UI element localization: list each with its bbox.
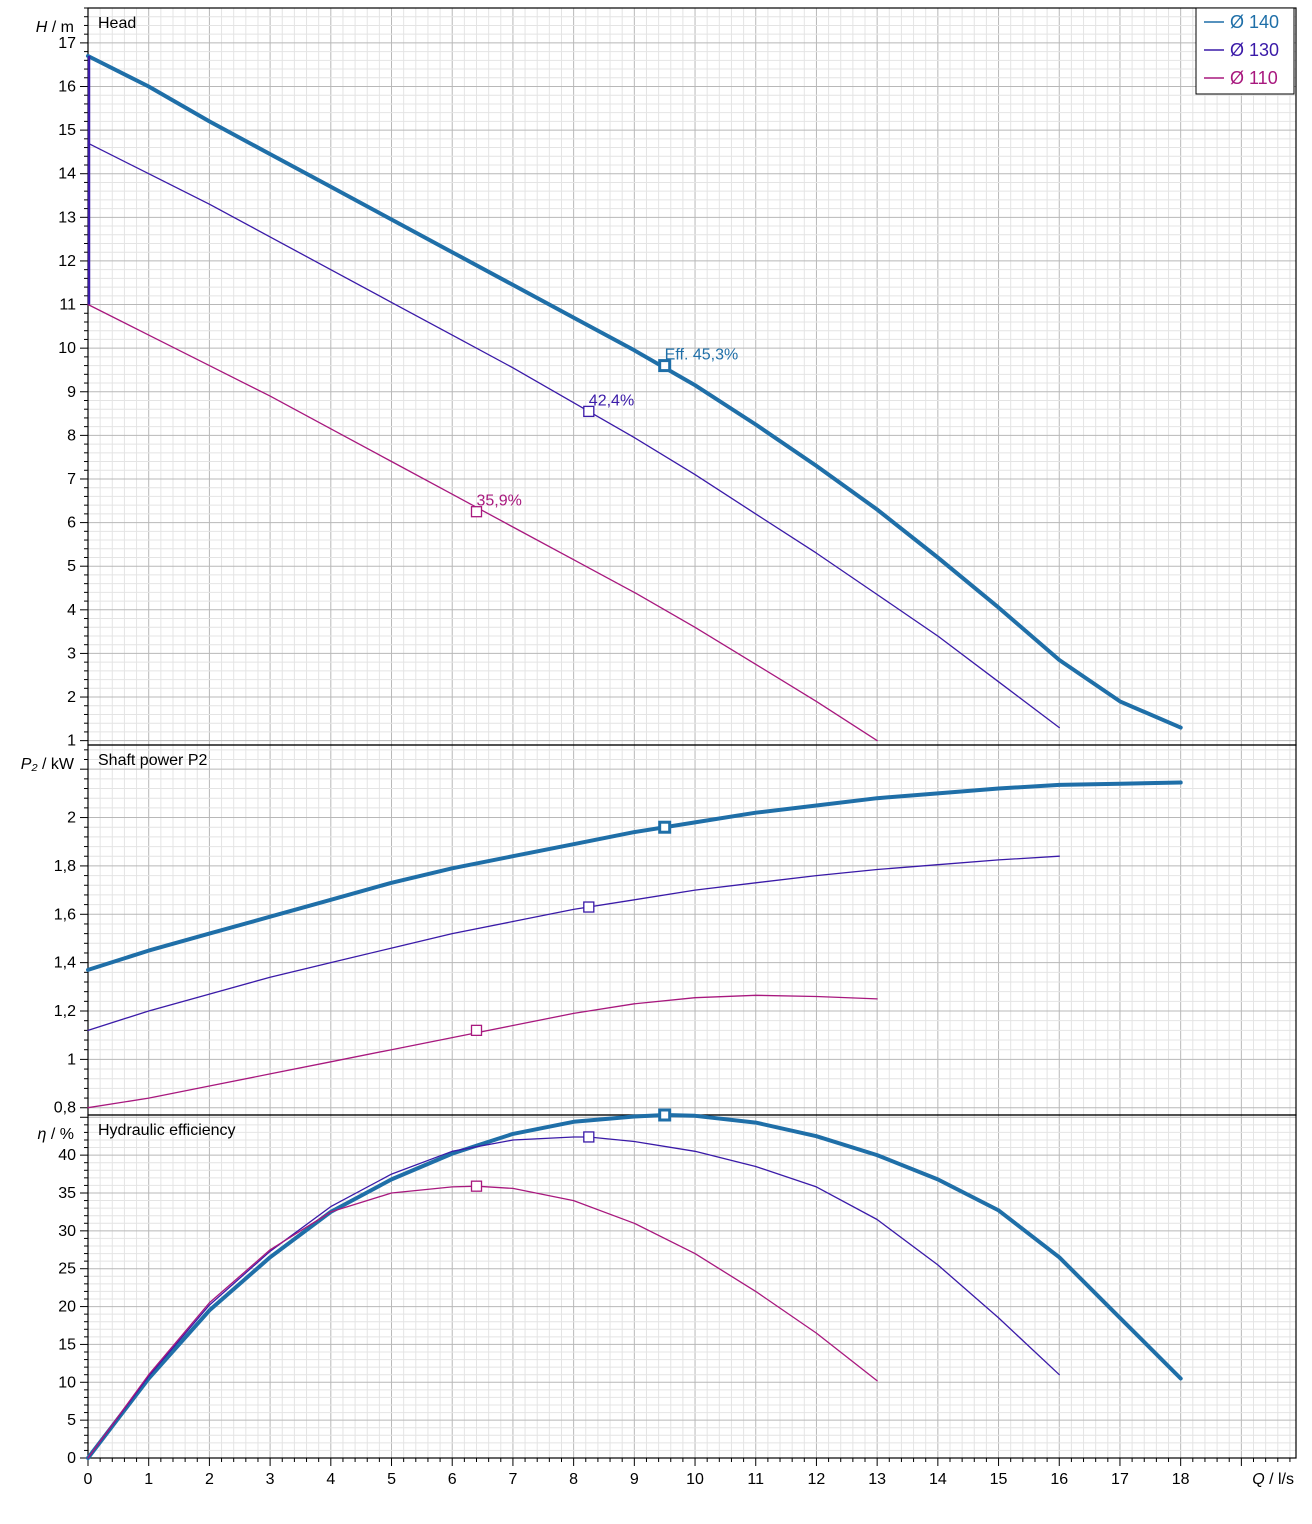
y-tick-label: 25 [58, 1261, 76, 1278]
x-tick-label: 6 [448, 1471, 457, 1488]
y-tick-label: 6 [67, 515, 76, 532]
y-tick-label: 40 [58, 1147, 76, 1164]
x-tick-label: 16 [1050, 1471, 1068, 1488]
y-tick-label: 8 [67, 427, 76, 444]
marker-d110 [470, 1180, 483, 1192]
marker-d140 [658, 359, 672, 373]
y-tick-label: 10 [58, 340, 76, 357]
marker-label-d110: 35,9% [477, 493, 522, 510]
series-line-d130 [87, 142, 1060, 729]
marker-d130 [583, 901, 595, 913]
marker-d130 [583, 405, 595, 418]
y-tick-label: 14 [58, 166, 76, 183]
y-tick-label: 11 [59, 297, 76, 314]
y-axis-label-power: P₂ / kW [21, 756, 75, 773]
marker-d110 [470, 1024, 483, 1037]
marker-label-d140: Eff. 45,3% [665, 347, 739, 364]
y-tick-label: 0,8 [54, 1100, 76, 1117]
series-line-d130 [87, 855, 1060, 1032]
y-tick-label: 15 [58, 122, 76, 139]
x-tick-label: 15 [990, 1471, 1008, 1488]
panel-frame-efficiency [87, 1114, 1297, 1459]
legend-label-d140: Ø 140 [1230, 12, 1279, 32]
x-tick-label: 12 [808, 1471, 826, 1488]
y-tick-label: 1 [67, 733, 76, 750]
series-line-d140 [86, 54, 1183, 730]
y-tick-label: 30 [58, 1223, 76, 1240]
chart-labels: Head H / m Eff. 45,3% 42,4% 35,9% Shaft power… [21, 15, 1294, 1488]
y-tick-label: 1,4 [54, 955, 76, 972]
y-tick-label: 2 [67, 810, 76, 827]
x-tick-label: 4 [326, 1471, 335, 1488]
y-tick-label: 9 [67, 384, 76, 401]
y-tick-label: 5 [67, 558, 76, 575]
y-tick-label: 7 [67, 471, 76, 488]
panel-title-efficiency: Hydraulic efficiency [98, 1122, 236, 1139]
y-tick-label: 15 [58, 1336, 76, 1353]
series-line-d110 [87, 303, 878, 742]
legend-label-d110: Ø 110 [1230, 68, 1278, 88]
chart-ticks: 12345678910111213141516170,811,21,41,61,… [54, 7, 1291, 1488]
panel-title-head: Head [98, 15, 136, 32]
y-tick-label: 13 [58, 209, 76, 226]
y-tick-label: 4 [67, 602, 76, 619]
y-tick-label: 5 [67, 1412, 76, 1429]
x-tick-label: 10 [686, 1471, 704, 1488]
x-tick-label: 7 [508, 1471, 517, 1488]
series-line-d110 [87, 994, 878, 1109]
x-tick-label: 3 [266, 1471, 275, 1488]
y-tick-label: 35 [58, 1185, 76, 1202]
y-axis-label-head: H / m [36, 19, 74, 36]
marker-label-d130: 42,4% [589, 392, 634, 409]
x-tick-label: 13 [868, 1471, 886, 1488]
marker-d130 [583, 1131, 595, 1143]
y-tick-label: 2 [67, 689, 76, 706]
y-tick-label: 20 [58, 1299, 76, 1316]
marker-d110 [470, 506, 483, 518]
marker-d140 [658, 1108, 672, 1122]
legend-label-d130: Ø 130 [1230, 40, 1279, 60]
series-line-d140 [86, 1113, 1183, 1460]
x-tick-label: 9 [630, 1471, 639, 1488]
y-tick-label: 3 [67, 645, 76, 662]
x-tick-label: 18 [1172, 1471, 1190, 1488]
series-line-d130 [87, 1136, 1060, 1459]
y-tick-label: 10 [58, 1374, 76, 1391]
x-tick-label: 2 [205, 1471, 214, 1488]
panel-frame-head [87, 7, 1297, 746]
y-tick-label: 17 [58, 35, 76, 52]
x-tick-label: 1 [144, 1471, 153, 1488]
chart-frames [87, 7, 1297, 1459]
y-axis-label-efficiency: η / % [38, 1126, 74, 1143]
chart-grids [87, 7, 1296, 1459]
series-line-d140 [86, 780, 1183, 972]
marker-d140 [658, 820, 672, 834]
x-tick-label: 0 [84, 1471, 93, 1488]
x-tick-label: 17 [1111, 1471, 1129, 1488]
x-tick-label: 5 [387, 1471, 396, 1488]
y-tick-label: 1,8 [54, 858, 76, 875]
x-tick-label: 8 [569, 1471, 578, 1488]
y-tick-label: 1,6 [54, 906, 76, 923]
y-tick-label: 0 [67, 1450, 76, 1467]
x-axis-label: Q / l/s [1252, 1471, 1294, 1488]
chart-series [86, 54, 1183, 1460]
y-tick-label: 12 [58, 253, 76, 270]
y-tick-label: 16 [58, 78, 76, 95]
panel-title-power: Shaft power P2 [98, 752, 208, 769]
y-tick-label: 1 [67, 1051, 76, 1068]
chart-legend: Ø 140 Ø 130 Ø 110 [1195, 7, 1295, 95]
x-tick-label: 11 [747, 1471, 764, 1488]
x-tick-label: 14 [929, 1471, 947, 1488]
y-tick-label: 1,2 [54, 1003, 76, 1020]
